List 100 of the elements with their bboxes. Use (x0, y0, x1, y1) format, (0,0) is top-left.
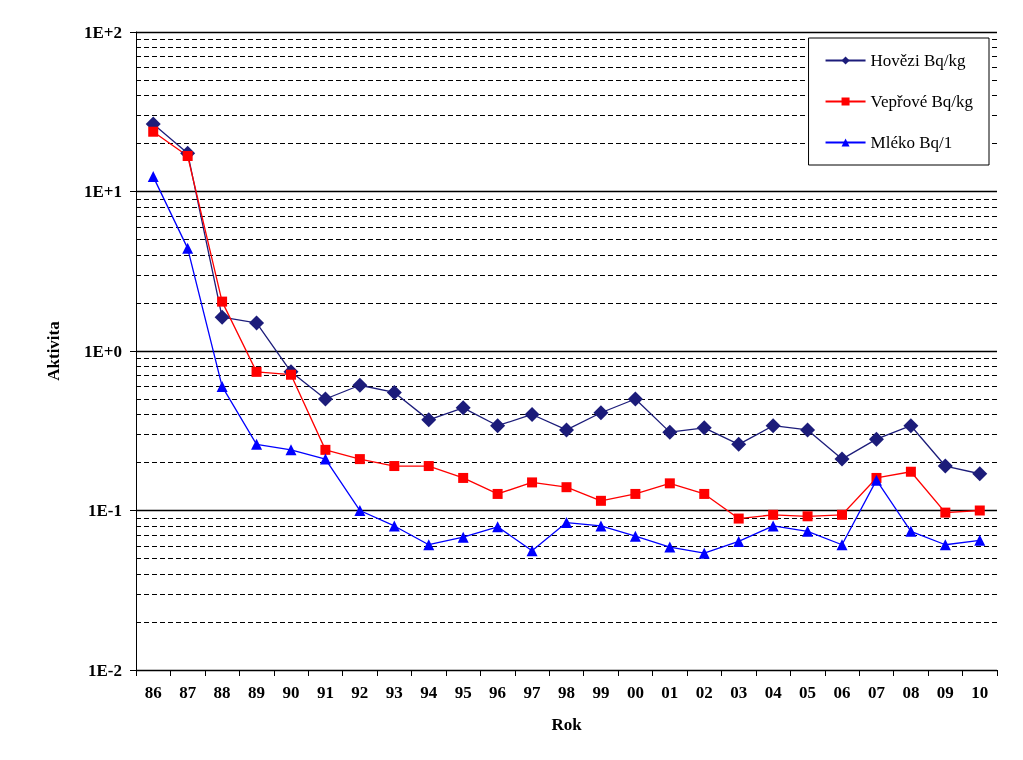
point (492, 521, 504, 533)
point (561, 517, 572, 529)
point (148, 126, 159, 137)
point (423, 461, 434, 472)
point (800, 422, 816, 438)
point (765, 418, 781, 434)
x-axis-title: Rok (551, 715, 583, 734)
point (216, 380, 228, 392)
point (527, 477, 538, 488)
point (664, 478, 675, 489)
x-tick-label: 10 (971, 683, 989, 702)
point (731, 436, 747, 452)
x-tick-label: 02 (695, 683, 713, 702)
x-tick-label: 96 (489, 683, 507, 702)
y-axis-title: Aktivita (44, 320, 63, 381)
x-tick-label: 94 (420, 683, 438, 702)
point (974, 534, 986, 546)
point (627, 391, 643, 407)
point (354, 454, 365, 465)
x-tick-label: 98 (558, 683, 575, 702)
x-tick-label: 99 (592, 683, 610, 702)
point (285, 444, 297, 456)
point (354, 505, 366, 516)
point (974, 505, 985, 516)
point (595, 520, 607, 532)
point (352, 377, 368, 393)
x-tick-label: 03 (730, 683, 748, 702)
x-tick-label: 01 (661, 683, 679, 702)
point (733, 535, 745, 547)
point (696, 420, 712, 436)
point (630, 488, 641, 499)
point (559, 422, 574, 438)
y-tick-label: 1E+2 (83, 22, 122, 42)
point (905, 525, 917, 537)
point (768, 509, 779, 520)
point (937, 458, 953, 474)
y-tick-label: 1E-1 (88, 501, 122, 520)
x-tick-label: 88 (213, 683, 231, 702)
y-tick-label: 1E+1 (83, 182, 122, 201)
point (664, 541, 676, 553)
point (698, 547, 710, 559)
x-tick-label: 95 (454, 683, 472, 702)
point (317, 391, 333, 407)
point (939, 539, 951, 551)
legend-label: Vepřové Bq/kg (870, 92, 974, 111)
point (972, 466, 988, 482)
point (662, 424, 678, 440)
point (802, 525, 814, 537)
point (249, 315, 265, 331)
point (940, 507, 951, 518)
x-tick-label: 92 (351, 683, 369, 702)
point (386, 384, 402, 400)
point (490, 418, 506, 434)
point (285, 369, 296, 380)
point (217, 296, 228, 307)
point (802, 511, 813, 522)
point (182, 150, 193, 161)
point (837, 509, 848, 520)
point (214, 309, 230, 325)
x-tick-label: 87 (179, 683, 197, 702)
point (767, 520, 779, 532)
x-tick-label: 86 (144, 683, 162, 702)
point (320, 444, 331, 455)
point (903, 418, 919, 434)
x-tick-label: 90 (282, 683, 300, 702)
x-tick-label: 89 (248, 683, 266, 702)
x-tick-label: 07 (867, 683, 886, 702)
legend-label: Hovězi Bq/kg (870, 51, 966, 70)
point (423, 539, 435, 551)
point (457, 531, 469, 543)
point (629, 530, 641, 542)
legend-label: Mléko Bq/1 (870, 133, 953, 152)
x-tick-label: 91 (316, 683, 334, 702)
point (699, 488, 710, 499)
point (389, 461, 400, 472)
point (834, 451, 850, 467)
point (868, 431, 884, 447)
point (836, 539, 848, 551)
point (421, 412, 437, 428)
x-tick-label: 08 (902, 683, 920, 702)
point (251, 366, 262, 377)
point (458, 472, 469, 483)
point (388, 520, 400, 532)
x-tick-label: 00 (626, 683, 644, 702)
point (524, 406, 540, 422)
y-tick-label: 1E-2 (88, 660, 122, 680)
point (147, 171, 159, 183)
point (905, 466, 916, 477)
point (733, 513, 744, 524)
x-tick-label: 04 (764, 683, 783, 702)
point (595, 495, 606, 506)
x-tick-label: 97 (523, 683, 542, 702)
point (492, 488, 503, 499)
point (593, 405, 609, 421)
point (526, 545, 538, 557)
point (561, 482, 572, 493)
x-tick-label: 93 (385, 683, 403, 702)
x-tick-label: 09 (936, 683, 954, 702)
point (251, 438, 263, 450)
point (182, 242, 194, 254)
